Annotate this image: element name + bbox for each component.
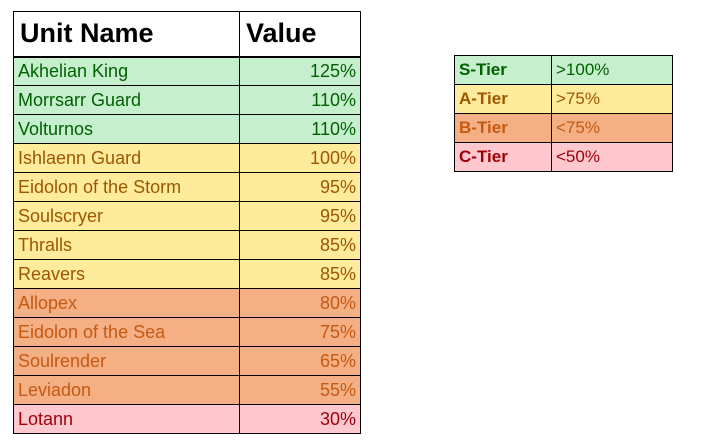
legend-row: B-Tier <75%	[454, 113, 673, 143]
unit-value-cell: 65%	[239, 346, 361, 376]
unit-value-cell: 95%	[239, 172, 361, 202]
unit-name-cell: Reavers	[13, 259, 240, 289]
unit-name-cell: Akhelian King	[13, 56, 240, 86]
unit-row: Soulrender 65%	[13, 346, 361, 376]
unit-row: Soulscryer 95%	[13, 201, 361, 231]
unit-name-header: Unit Name	[13, 11, 240, 58]
unit-name-cell: Eidolon of the Storm	[13, 172, 240, 202]
value-header: Value	[239, 11, 361, 58]
tier-legend-table: S-Tier >100% A-Tier >75% B-Tier <75% C-Tier <50…	[454, 55, 673, 172]
unit-value-cell: 125%	[239, 56, 361, 86]
unit-row: Eidolon of the Storm 95%	[13, 172, 361, 202]
unit-row: Leviadon 55%	[13, 375, 361, 405]
unit-row: Lotann 30%	[13, 404, 361, 434]
tier-label-cell: C-Tier	[454, 142, 552, 172]
unit-value-cell: 80%	[239, 288, 361, 318]
unit-name-cell: Soulrender	[13, 346, 240, 376]
legend-row: C-Tier <50%	[454, 142, 673, 172]
tier-label-cell: A-Tier	[454, 84, 552, 114]
unit-name-cell: Allopex	[13, 288, 240, 318]
legend-row: S-Tier >100%	[454, 55, 673, 85]
unit-value-cell: 100%	[239, 143, 361, 173]
unit-value-table: Unit Name Value Akhelian King 125% Morrsar…	[13, 11, 361, 434]
unit-name-cell: Ishlaenn Guard	[13, 143, 240, 173]
unit-name-cell: Lotann	[13, 404, 240, 434]
unit-row: Reavers 85%	[13, 259, 361, 289]
header-row: Unit Name Value	[13, 11, 361, 58]
unit-name-cell: Volturnos	[13, 114, 240, 144]
unit-value-cell: 95%	[239, 201, 361, 231]
tier-label-cell: B-Tier	[454, 113, 552, 143]
tier-threshold-cell: >75%	[551, 84, 673, 114]
unit-row: Morrsarr Guard 110%	[13, 85, 361, 115]
unit-value-cell: 110%	[239, 85, 361, 115]
unit-value-cell: 110%	[239, 114, 361, 144]
unit-name-cell: Eidolon of the Sea	[13, 317, 240, 347]
tier-label-cell: S-Tier	[454, 55, 552, 85]
unit-row: Allopex 80%	[13, 288, 361, 318]
unit-value-cell: 85%	[239, 259, 361, 289]
unit-name-cell: Leviadon	[13, 375, 240, 405]
unit-value-cell: 55%	[239, 375, 361, 405]
unit-value-cell: 30%	[239, 404, 361, 434]
unit-row: Ishlaenn Guard 100%	[13, 143, 361, 173]
unit-value-cell: 85%	[239, 230, 361, 260]
tier-threshold-cell: <50%	[551, 142, 673, 172]
unit-value-cell: 75%	[239, 317, 361, 347]
tier-threshold-cell: >100%	[551, 55, 673, 85]
unit-name-cell: Soulscryer	[13, 201, 240, 231]
unit-row: Eidolon of the Sea 75%	[13, 317, 361, 347]
unit-row: Akhelian King 125%	[13, 56, 361, 86]
unit-name-cell: Thralls	[13, 230, 240, 260]
unit-row: Thralls 85%	[13, 230, 361, 260]
legend-row: A-Tier >75%	[454, 84, 673, 114]
unit-name-cell: Morrsarr Guard	[13, 85, 240, 115]
unit-row: Volturnos 110%	[13, 114, 361, 144]
tier-threshold-cell: <75%	[551, 113, 673, 143]
